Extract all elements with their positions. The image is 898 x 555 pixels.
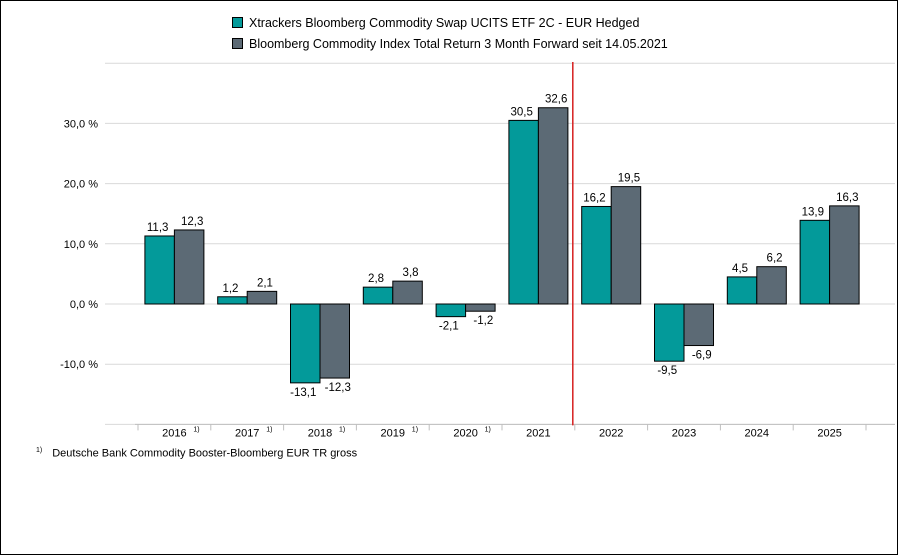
value-label-2017-series-1: 1,2	[222, 283, 238, 295]
x-tick-footnote-mark: 1)	[266, 426, 272, 433]
legend: Xtrackers Bloomberg Commodity Swap UCITS…	[232, 12, 668, 54]
value-label-2024-series-1: 4,5	[732, 263, 748, 275]
legend-label-etf: Xtrackers Bloomberg Commodity Swap UCITS…	[249, 15, 640, 30]
x-tick-label-2019: 2019	[381, 427, 405, 439]
value-label-2018-series-1: -13,1	[290, 387, 316, 399]
x-tick-label-2017: 2017	[235, 427, 259, 439]
bar-2022-series-1	[581, 205, 612, 305]
bar-2023-series-2	[683, 303, 714, 347]
bar-2017-series-2	[246, 290, 278, 305]
legend-item-index: Bloomberg Commodity Index Total Return 3…	[232, 33, 668, 54]
value-label-2020-series-1: -2,1	[439, 321, 459, 333]
bar-2021-series-1	[508, 119, 539, 305]
value-label-2023-series-2: -6,9	[692, 350, 712, 362]
footnote-text: Deutsche Bank Commodity Booster-Bloomber…	[52, 447, 358, 460]
legend-item-etf: Xtrackers Bloomberg Commodity Swap UCITS…	[232, 12, 668, 33]
bar-2025-series-2	[829, 205, 860, 305]
bar-2025-series-1	[799, 219, 831, 305]
legend-swatch-index	[232, 38, 243, 49]
value-label-2019-series-2: 3,8	[403, 267, 419, 279]
value-label-2024-series-2: 6,2	[767, 253, 783, 265]
value-label-2019-series-1: 2,8	[368, 273, 384, 285]
legend-label-index: Bloomberg Commodity Index Total Return 3…	[249, 36, 668, 51]
legend-swatch-etf	[232, 17, 243, 28]
x-tick-label-2020: 2020	[453, 427, 477, 439]
bar-2023-series-1	[654, 303, 685, 362]
x-tick-label-2025: 2025	[817, 427, 841, 439]
x-tick-label-2023: 2023	[672, 427, 696, 439]
bar-2022-series-2	[610, 186, 642, 305]
value-label-2020-series-2: -1,2	[473, 315, 493, 327]
bar-2020-series-2	[465, 303, 496, 312]
footnote-mark: 1)	[36, 447, 43, 454]
bar-2024-series-1	[726, 276, 758, 305]
value-label-2022-series-2: 19,5	[618, 173, 640, 185]
bar-2018-series-1	[290, 303, 321, 384]
y-tick-label: 20,0 %	[64, 179, 98, 191]
x-tick-footnote-mark: 1)	[193, 426, 199, 433]
value-label-2021-series-1: 30,5	[510, 106, 532, 118]
x-tick-footnote-mark: 1)	[339, 426, 345, 433]
value-label-2016-series-2: 12,3	[181, 216, 203, 228]
value-label-2021-series-2: 32,6	[545, 94, 567, 106]
x-tick-label-2016: 2016	[162, 427, 186, 439]
bar-2020-series-1	[435, 303, 467, 318]
bar-2016-series-2	[173, 229, 205, 305]
bar-2018-series-2	[319, 303, 350, 379]
value-label-2025-series-1: 13,9	[802, 206, 824, 218]
y-tick-label: 30,0 %	[64, 118, 98, 130]
bar-2019-series-2	[392, 280, 423, 305]
y-tick-label: 0,0 %	[70, 299, 98, 311]
value-label-2017-series-2: 2,1	[257, 277, 273, 289]
x-tick-footnote-mark: 1)	[412, 426, 418, 433]
bar-2019-series-1	[362, 286, 394, 305]
x-tick-footnote-mark: 1)	[485, 426, 491, 433]
x-tick-label-2021: 2021	[526, 427, 550, 439]
value-label-2025-series-2: 16,3	[836, 192, 858, 204]
x-tick-label-2024: 2024	[745, 427, 769, 439]
value-label-2018-series-2: -12,3	[325, 382, 351, 394]
bar-2017-series-1	[217, 296, 248, 305]
y-tick-label: 10,0 %	[64, 239, 98, 251]
value-label-2023-series-1: -9,5	[657, 365, 677, 377]
value-label-2022-series-1: 16,2	[583, 192, 605, 204]
bar-2016-series-1	[144, 235, 175, 305]
footnote: 1) Deutsche Bank Commodity Booster-Bloomb…	[36, 447, 357, 460]
x-tick-label-2018: 2018	[308, 427, 332, 439]
x-tick-label-2022: 2022	[599, 427, 623, 439]
value-label-2016-series-1: 11,3	[147, 222, 169, 234]
bar-2024-series-2	[756, 266, 787, 305]
bar-2021-series-2	[537, 107, 569, 305]
y-tick-label: -10,0 %	[60, 359, 98, 371]
